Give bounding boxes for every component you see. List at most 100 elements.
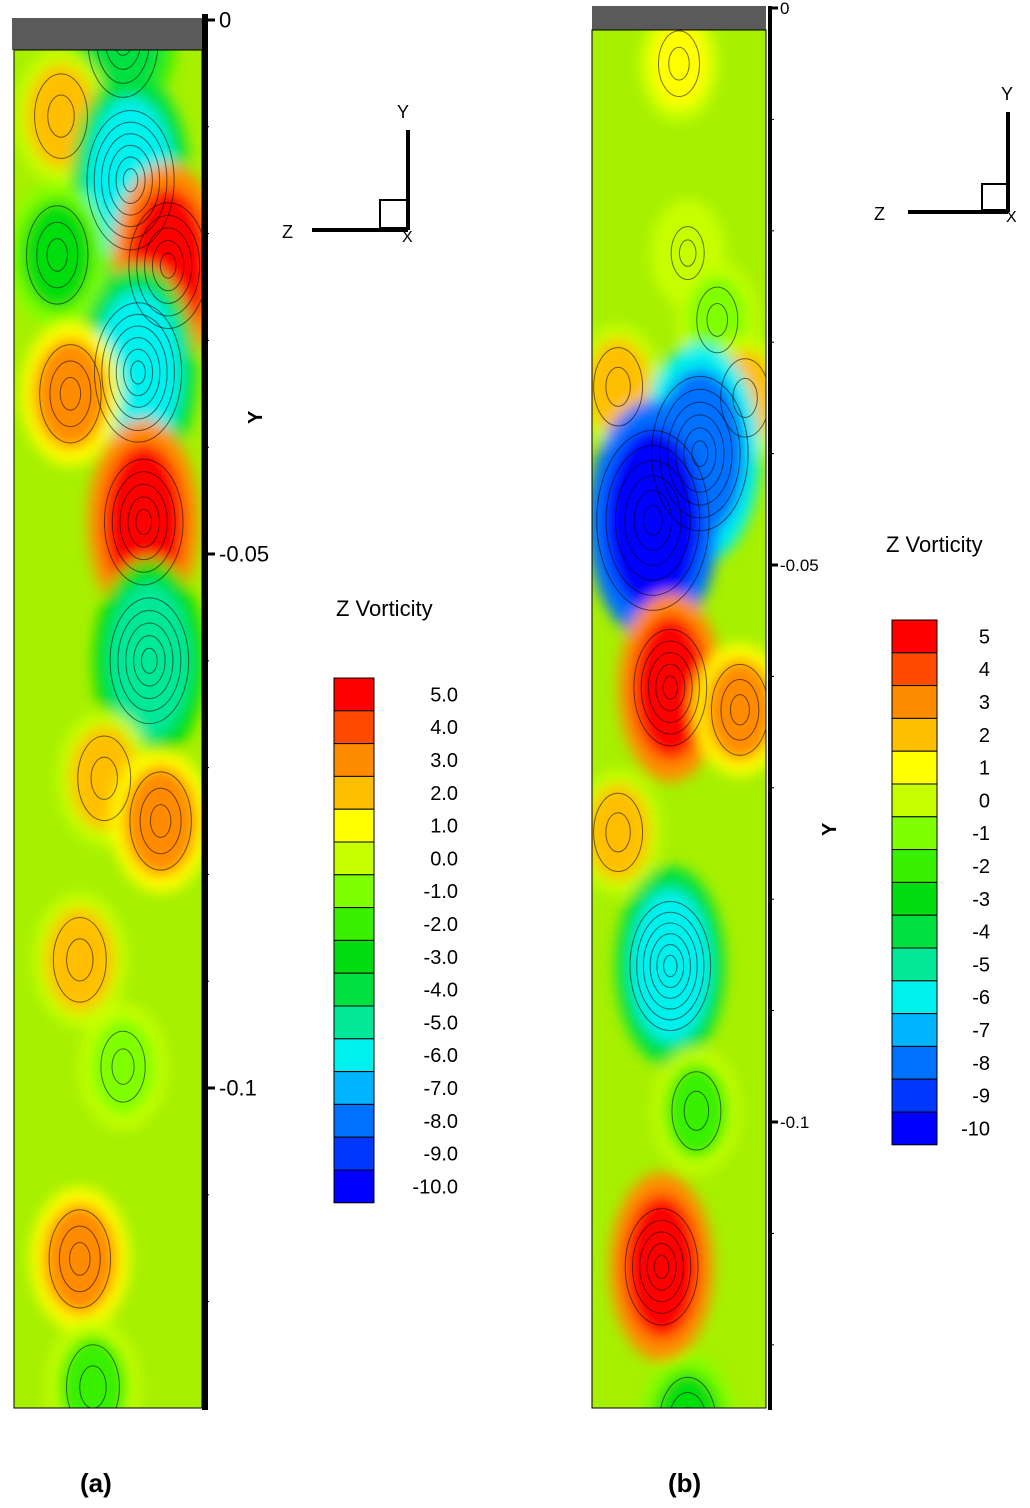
contour-line [656,944,685,989]
legend-label: 0.0 [430,848,458,870]
contour-line [87,50,159,98]
legend-label: 0 [979,790,990,812]
contour-line [117,610,182,712]
panel-b: 0 -0.05 -0.1 Y Z X Y Z Vorticity 5 4 3 2 1 0 -1 -… [591,0,1017,1498]
legend-swatch [333,677,375,712]
legend-label: -8 [972,1053,990,1075]
contour-line [624,1208,699,1326]
legend-swatch [333,1103,375,1138]
legend-label: -3.0 [424,947,458,969]
contour-line [729,694,750,726]
contour-line [101,313,175,432]
legend-label: -9 [972,1086,990,1108]
contour-line [720,678,760,741]
panel-b-y-axis-title: Y [819,822,841,836]
legend-label: -6.0 [424,1045,458,1067]
contour-line [683,427,717,480]
contour-line [596,430,710,611]
contour-line [52,917,107,1003]
contour-region [604,427,702,614]
legend-label: -1 [972,823,990,845]
contour-line [651,375,749,532]
contour-line [26,205,89,305]
contour-line [48,1209,112,1309]
legend-swatch [333,841,375,876]
legend-label: -10 [961,1118,990,1140]
legend-label: -3 [972,889,990,911]
contour-region [655,1371,721,1408]
legend-swatch [891,783,938,818]
legend-swatch [891,816,938,851]
contour-line [144,227,193,304]
legend-label: 2 [979,725,990,747]
legend-label: -7.0 [424,1078,458,1100]
contour-line [128,202,202,329]
contour-line [135,508,153,536]
contour-line [130,360,146,385]
contour-line [109,597,190,725]
legend-label: -4 [972,922,990,944]
triad-a-y-label: Y [397,102,409,122]
triad-b-x-label: X [1006,209,1017,226]
contour-region [629,889,711,1043]
y-tick-label: -0.1 [219,1076,257,1101]
contour-line [66,938,94,982]
contour-line [119,483,168,561]
y-tick-label: 0 [780,0,789,18]
contour-line [632,1219,692,1314]
contour-line [636,911,705,1021]
panel-a-wall-cap [12,18,202,50]
contour-line [670,1391,705,1408]
contour-line [36,221,79,289]
contour-line [123,348,154,397]
contour-line [129,771,192,871]
legend-label: 3 [979,692,990,714]
contour-region [632,614,709,761]
contour-line [675,414,725,493]
contour-line [115,337,161,408]
contour-line [605,445,701,596]
contour-line [46,238,68,272]
contour-region [20,199,95,311]
legend-label: -8.0 [424,1111,458,1133]
contour-line [710,663,766,756]
legend-swatch [333,775,375,810]
contour-line [151,239,185,292]
y-tick-label: -0.05 [780,556,819,575]
contour-region [664,1062,729,1159]
legend-label: 5.0 [430,684,458,706]
contour-region [108,582,191,740]
contour-line [646,1243,677,1291]
legend-swatch [333,1038,375,1073]
contour-line [678,239,697,267]
contour-region [123,765,198,877]
contour-line [642,922,698,1010]
legend-swatch [891,619,938,654]
legend-label: -4.0 [424,980,458,1002]
legend-swatch [333,1136,375,1171]
y-tick-label: -0.05 [219,542,269,567]
contour-line [671,1071,722,1151]
legend-swatch [333,808,375,843]
legend-label: -5 [972,954,990,976]
legend-swatch [333,939,375,974]
panel-a: 0 -0.05 -0.1 Y Z X Y Z Vorticity 5.0 4.0 3.0… [12,8,458,1498]
contour-line [115,50,131,56]
panel-b-wall-cap [592,6,766,30]
legend-swatch [891,750,938,785]
contour-line [58,1225,101,1293]
triad-a-z-label: Z [282,222,293,242]
legend-b-title: Z Vorticity [886,532,983,557]
contour-line [77,735,132,822]
legend-swatch [333,1169,375,1204]
y-tick-label: -0.1 [780,1113,809,1132]
legend-label: 2.0 [430,783,458,805]
contour-line [125,622,174,700]
contour-line [122,168,139,193]
contour-region [45,907,115,1012]
contour-line [136,214,201,317]
legend-swatch [891,1013,938,1047]
contour-line [658,30,700,97]
contour-line [639,1231,684,1303]
